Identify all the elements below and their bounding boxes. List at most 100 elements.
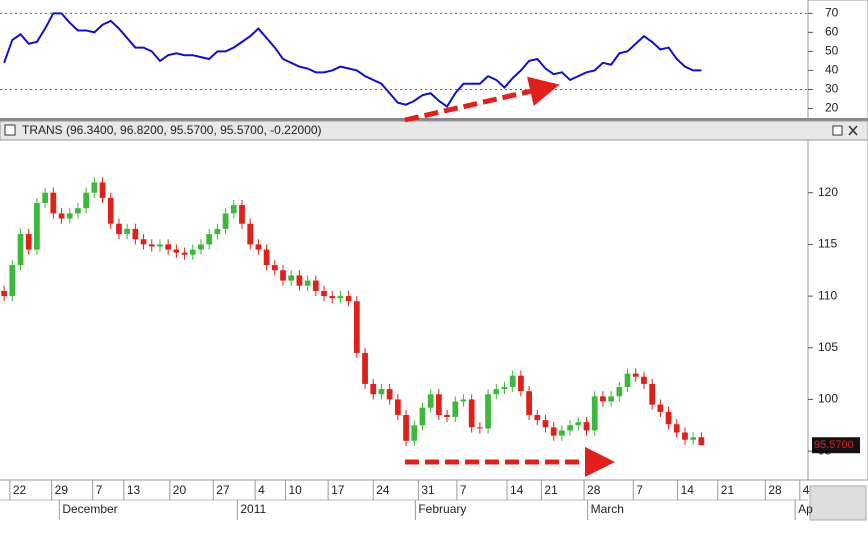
x-tick-label: 13 — [127, 483, 141, 497]
y-tick-label: 110 — [818, 288, 837, 302]
panel-title: TRANS (96.3400, 96.8200, 95.5700, 95.570… — [22, 123, 322, 137]
candle-body — [312, 280, 319, 291]
candle-body — [173, 249, 180, 253]
month-label: March — [591, 502, 624, 516]
candle-body — [665, 411, 672, 425]
candle-body — [157, 244, 163, 247]
candle-body — [419, 407, 426, 426]
y-tick-label: 105 — [818, 340, 838, 354]
y-tick-label: 20 — [825, 101, 839, 115]
candle-body — [304, 280, 311, 286]
candle-body — [58, 213, 65, 219]
month-label: 2011 — [240, 502, 266, 516]
x-tick-label: 7 — [96, 483, 103, 497]
candle-body — [411, 425, 418, 441]
candle-body — [214, 228, 221, 235]
month-label: Ap — [798, 502, 813, 516]
candle-body — [386, 389, 393, 400]
candle-body — [591, 396, 598, 431]
candle-body — [427, 394, 434, 408]
candle-body — [567, 425, 573, 431]
candle-body — [66, 213, 73, 219]
panel-divider — [0, 118, 868, 121]
candle-body — [526, 391, 532, 415]
candle-body — [616, 387, 623, 397]
candle-body — [632, 373, 639, 377]
candle-body — [239, 205, 245, 224]
candle-body — [91, 182, 98, 193]
candle-body — [673, 424, 680, 433]
last-price-tag — [812, 437, 860, 454]
x-tick-label: 21 — [721, 483, 735, 497]
x-tick-label: 28 — [587, 483, 601, 497]
candle-body — [509, 375, 516, 388]
panel-header — [0, 120, 868, 141]
candle-body — [370, 383, 377, 395]
x-tick-label: 22 — [13, 483, 27, 497]
y-tick-label: 70 — [825, 5, 839, 19]
candle-body — [206, 234, 213, 245]
candle-body — [641, 376, 647, 384]
candle-body — [165, 244, 172, 250]
candle-body — [42, 192, 48, 204]
candle-body — [247, 223, 254, 245]
y-tick-label: 50 — [825, 44, 839, 58]
top-axis-area — [807, 0, 868, 121]
candle-body — [493, 389, 500, 395]
candle-body — [435, 394, 442, 415]
bottom-axis-area — [807, 139, 868, 481]
candle-body — [296, 275, 303, 286]
candle-body — [17, 234, 24, 266]
candle-body — [559, 430, 565, 436]
candle-body — [148, 244, 155, 247]
candle-body — [321, 290, 327, 297]
candle-body — [575, 422, 582, 426]
candle-body — [608, 396, 614, 402]
x-tick-label: 10 — [288, 483, 302, 497]
x-tick-label: 21 — [544, 483, 558, 497]
candle-body — [34, 203, 40, 250]
candle-body — [1, 290, 7, 297]
candle-body — [124, 228, 131, 235]
candle-body — [518, 375, 524, 392]
candle-body — [83, 192, 90, 209]
corner-box — [809, 485, 867, 521]
x-tick-label: 24 — [376, 483, 390, 497]
candle-body — [230, 205, 237, 214]
candle-body — [534, 414, 541, 421]
maximize-button[interactable] — [832, 125, 843, 136]
candle-body — [452, 401, 459, 418]
candle-body — [378, 389, 385, 395]
candle-body — [255, 244, 262, 250]
candle-body — [624, 373, 631, 388]
candle-body — [394, 399, 401, 415]
candle-body — [345, 296, 352, 302]
candle-body — [25, 234, 32, 250]
last-price-label: 95.5700 — [814, 439, 854, 451]
candle-body — [550, 427, 557, 436]
y-tick-label: 100 — [818, 392, 838, 406]
close-button[interactable] — [848, 125, 858, 136]
candle-body — [280, 270, 286, 281]
x-tick-label: 4 — [258, 483, 265, 497]
candle-body — [353, 301, 360, 353]
x-tick-label: 14 — [681, 483, 695, 497]
trend-arrow — [404, 76, 560, 123]
x-tick-label: 31 — [421, 483, 435, 497]
candle-body — [682, 432, 688, 440]
candle-body — [99, 182, 106, 198]
candle-body — [583, 422, 590, 431]
candle-body — [181, 252, 188, 255]
x-tick-label: 29 — [55, 483, 69, 497]
x-tick-label: 4 — [803, 483, 810, 497]
candle-body — [403, 414, 409, 441]
candle-body — [600, 396, 606, 402]
y-tick-label: 115 — [818, 237, 837, 251]
candle-body — [222, 213, 229, 229]
candle-body — [329, 296, 336, 299]
panel-icon — [4, 124, 16, 136]
candle-body — [140, 239, 147, 245]
